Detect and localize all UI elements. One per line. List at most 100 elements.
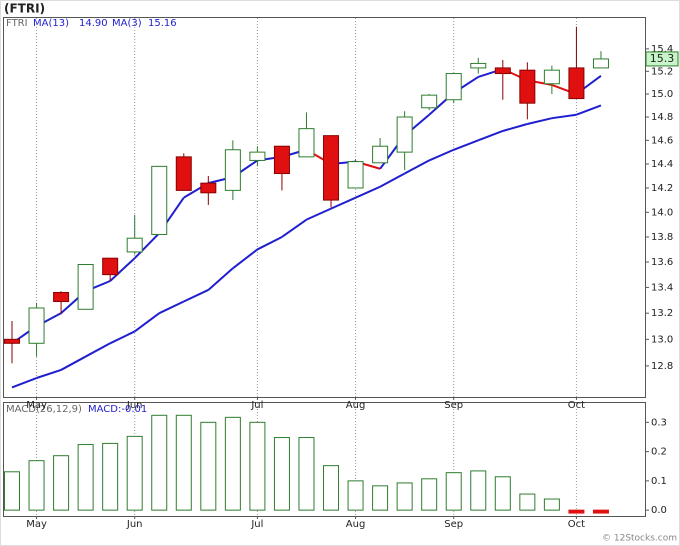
y-tick-label: 0.1 bbox=[651, 476, 667, 487]
macd-bar bbox=[421, 478, 438, 511]
legend-ma3: MA(3) bbox=[112, 18, 142, 29]
ma-line-segment bbox=[134, 312, 160, 333]
chart-title: (FTRI) bbox=[4, 2, 45, 16]
candle-body bbox=[77, 264, 94, 310]
ma-line-segment bbox=[207, 267, 234, 291]
ma-line-segment bbox=[281, 218, 308, 238]
legend-ma3-value: 15.16 bbox=[148, 18, 177, 29]
x-tick-label: Oct bbox=[568, 519, 585, 530]
candle-body bbox=[224, 149, 241, 191]
x-tick-label: Aug bbox=[346, 400, 366, 411]
macd-bar bbox=[102, 442, 119, 511]
macd-value: MACD:-0.01 bbox=[88, 404, 147, 415]
y-tick-label: 12.8 bbox=[651, 361, 673, 372]
candle-body bbox=[53, 292, 70, 303]
ma-line-segment bbox=[11, 377, 37, 389]
ma-line-segment bbox=[232, 248, 259, 270]
candle-body bbox=[323, 135, 340, 201]
y-tick-label: 15.4 bbox=[651, 44, 673, 55]
ma-line-segment bbox=[355, 185, 381, 199]
macd-bar bbox=[494, 476, 511, 511]
ma-line-segment bbox=[527, 117, 553, 125]
macd-bar bbox=[200, 421, 217, 511]
candle-body bbox=[151, 165, 168, 235]
watermark: © 12Stocks.com bbox=[602, 534, 677, 544]
macd-panel bbox=[3, 402, 646, 517]
last-price-box bbox=[645, 51, 679, 67]
candle-body bbox=[347, 161, 364, 189]
ma-line-segment bbox=[36, 368, 62, 379]
candle-body bbox=[396, 116, 413, 153]
candle-body bbox=[126, 237, 143, 253]
candle-body bbox=[175, 156, 192, 191]
macd-bar bbox=[249, 421, 266, 511]
candle-body bbox=[543, 69, 560, 85]
candle-body bbox=[592, 58, 609, 69]
x-tick-label: Jul bbox=[250, 400, 263, 411]
macd-bar bbox=[396, 482, 413, 511]
y-tick-label: 13.8 bbox=[651, 232, 673, 243]
macd-bar bbox=[4, 471, 20, 511]
x-tick-label: Aug bbox=[346, 519, 366, 530]
y-tick-label: 0.3 bbox=[651, 417, 667, 428]
y-tick-label: 14.6 bbox=[651, 135, 673, 146]
macd-bar bbox=[53, 455, 70, 511]
y-tick-label: 0.2 bbox=[651, 447, 667, 458]
candle-body bbox=[4, 338, 20, 344]
ma-line-segment bbox=[183, 289, 209, 303]
x-tick-label: May bbox=[26, 519, 47, 530]
ma-line-segment bbox=[133, 232, 160, 259]
ma-line-segment bbox=[404, 159, 430, 175]
macd-bar bbox=[151, 414, 168, 511]
macd-bar bbox=[543, 498, 560, 511]
candle-body bbox=[298, 128, 315, 158]
candle-body bbox=[421, 94, 438, 109]
macd-bar bbox=[592, 509, 609, 514]
ma-line-segment bbox=[576, 104, 602, 116]
macd-bar bbox=[347, 480, 364, 511]
ma-line-segment bbox=[551, 113, 577, 120]
ma-line-segment bbox=[85, 342, 111, 358]
ma-line-segment bbox=[109, 330, 136, 345]
candle-body bbox=[494, 67, 511, 75]
ma-line-segment bbox=[330, 196, 356, 210]
candle-body bbox=[273, 145, 290, 175]
macd-bar bbox=[568, 509, 585, 514]
y-tick-label: 0.0 bbox=[651, 505, 667, 516]
macd-bar bbox=[224, 416, 241, 511]
y-tick-label: 14.2 bbox=[651, 183, 673, 194]
candle-body bbox=[372, 145, 389, 164]
price-panel bbox=[3, 17, 646, 398]
ma-line-segment bbox=[453, 139, 479, 151]
legend-ma13: MA(13) bbox=[33, 18, 69, 29]
candle-body bbox=[102, 257, 119, 276]
macd-bar bbox=[323, 465, 340, 511]
y-tick-label: 14.4 bbox=[651, 159, 673, 170]
candle-body bbox=[249, 151, 266, 161]
x-tick-label: Sep bbox=[444, 400, 463, 411]
ma-line-segment bbox=[502, 123, 528, 132]
ma-line-segment bbox=[306, 207, 332, 221]
candle-body bbox=[28, 307, 45, 344]
y-tick-label: 13.4 bbox=[651, 282, 673, 293]
y-tick-label: 13.0 bbox=[651, 334, 673, 345]
x-tick-label: Sep bbox=[444, 519, 463, 530]
y-tick-label: 13.2 bbox=[651, 308, 673, 319]
y-tick-label: 13.6 bbox=[651, 257, 673, 268]
candle-body bbox=[519, 69, 536, 104]
ma-line-segment bbox=[109, 257, 136, 282]
macd-bar bbox=[445, 472, 462, 511]
macd-bar bbox=[298, 437, 315, 511]
x-tick-label: Oct bbox=[568, 400, 585, 411]
macd-bar bbox=[519, 493, 536, 511]
y-tick-label: 15.2 bbox=[651, 66, 673, 77]
macd-title: MACD(26,12,9) bbox=[6, 404, 82, 415]
y-tick-label: 14.8 bbox=[651, 112, 673, 123]
x-tick-label: May bbox=[26, 400, 47, 411]
x-tick-label: Jun bbox=[126, 400, 143, 411]
ma-line-segment bbox=[60, 355, 87, 371]
candle-body bbox=[445, 73, 462, 101]
candle-body bbox=[568, 67, 585, 100]
y-tick-label: 14.0 bbox=[651, 207, 673, 218]
